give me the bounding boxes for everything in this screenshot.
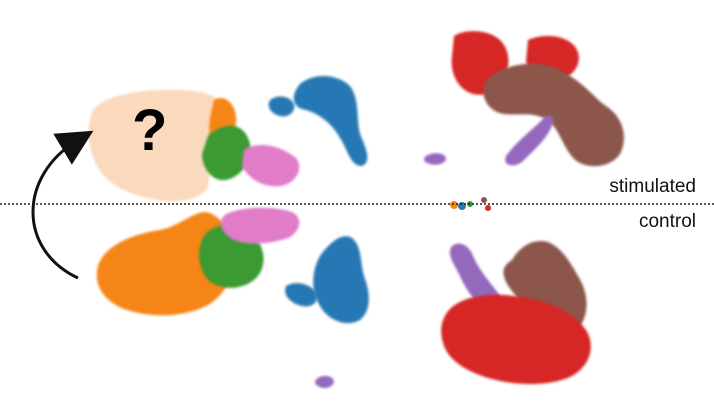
purple-cluster-ctrl xyxy=(449,243,503,312)
green-cluster-stim xyxy=(202,125,251,181)
unknown-marker: ? xyxy=(132,98,168,163)
brown-cluster-ctrl xyxy=(503,240,587,332)
blue-cluster-ctrl xyxy=(313,236,369,324)
peach-predicted-cluster xyxy=(88,89,225,202)
stimulated-clusters xyxy=(88,31,624,202)
stimulated-label: stimulated xyxy=(609,176,696,197)
blue-cluster-stim-spur xyxy=(268,96,295,117)
purple-cluster-stim xyxy=(505,115,554,166)
control-label: control xyxy=(638,211,696,232)
orange-cluster-ctrl xyxy=(96,212,236,316)
curved-arrow-icon xyxy=(31,130,94,280)
pink-cluster-stim xyxy=(242,144,300,187)
control-clusters xyxy=(96,207,591,389)
purple-cluster-ctrl-small xyxy=(315,375,334,389)
red-cluster-ctrl xyxy=(441,294,591,385)
purple-cluster-stim-small xyxy=(423,153,446,165)
blue-cluster-ctrl-spur xyxy=(285,283,318,307)
pink-cluster-ctrl xyxy=(220,207,300,244)
brown-cluster-stim xyxy=(483,63,624,167)
blue-cluster-stim xyxy=(293,75,368,166)
